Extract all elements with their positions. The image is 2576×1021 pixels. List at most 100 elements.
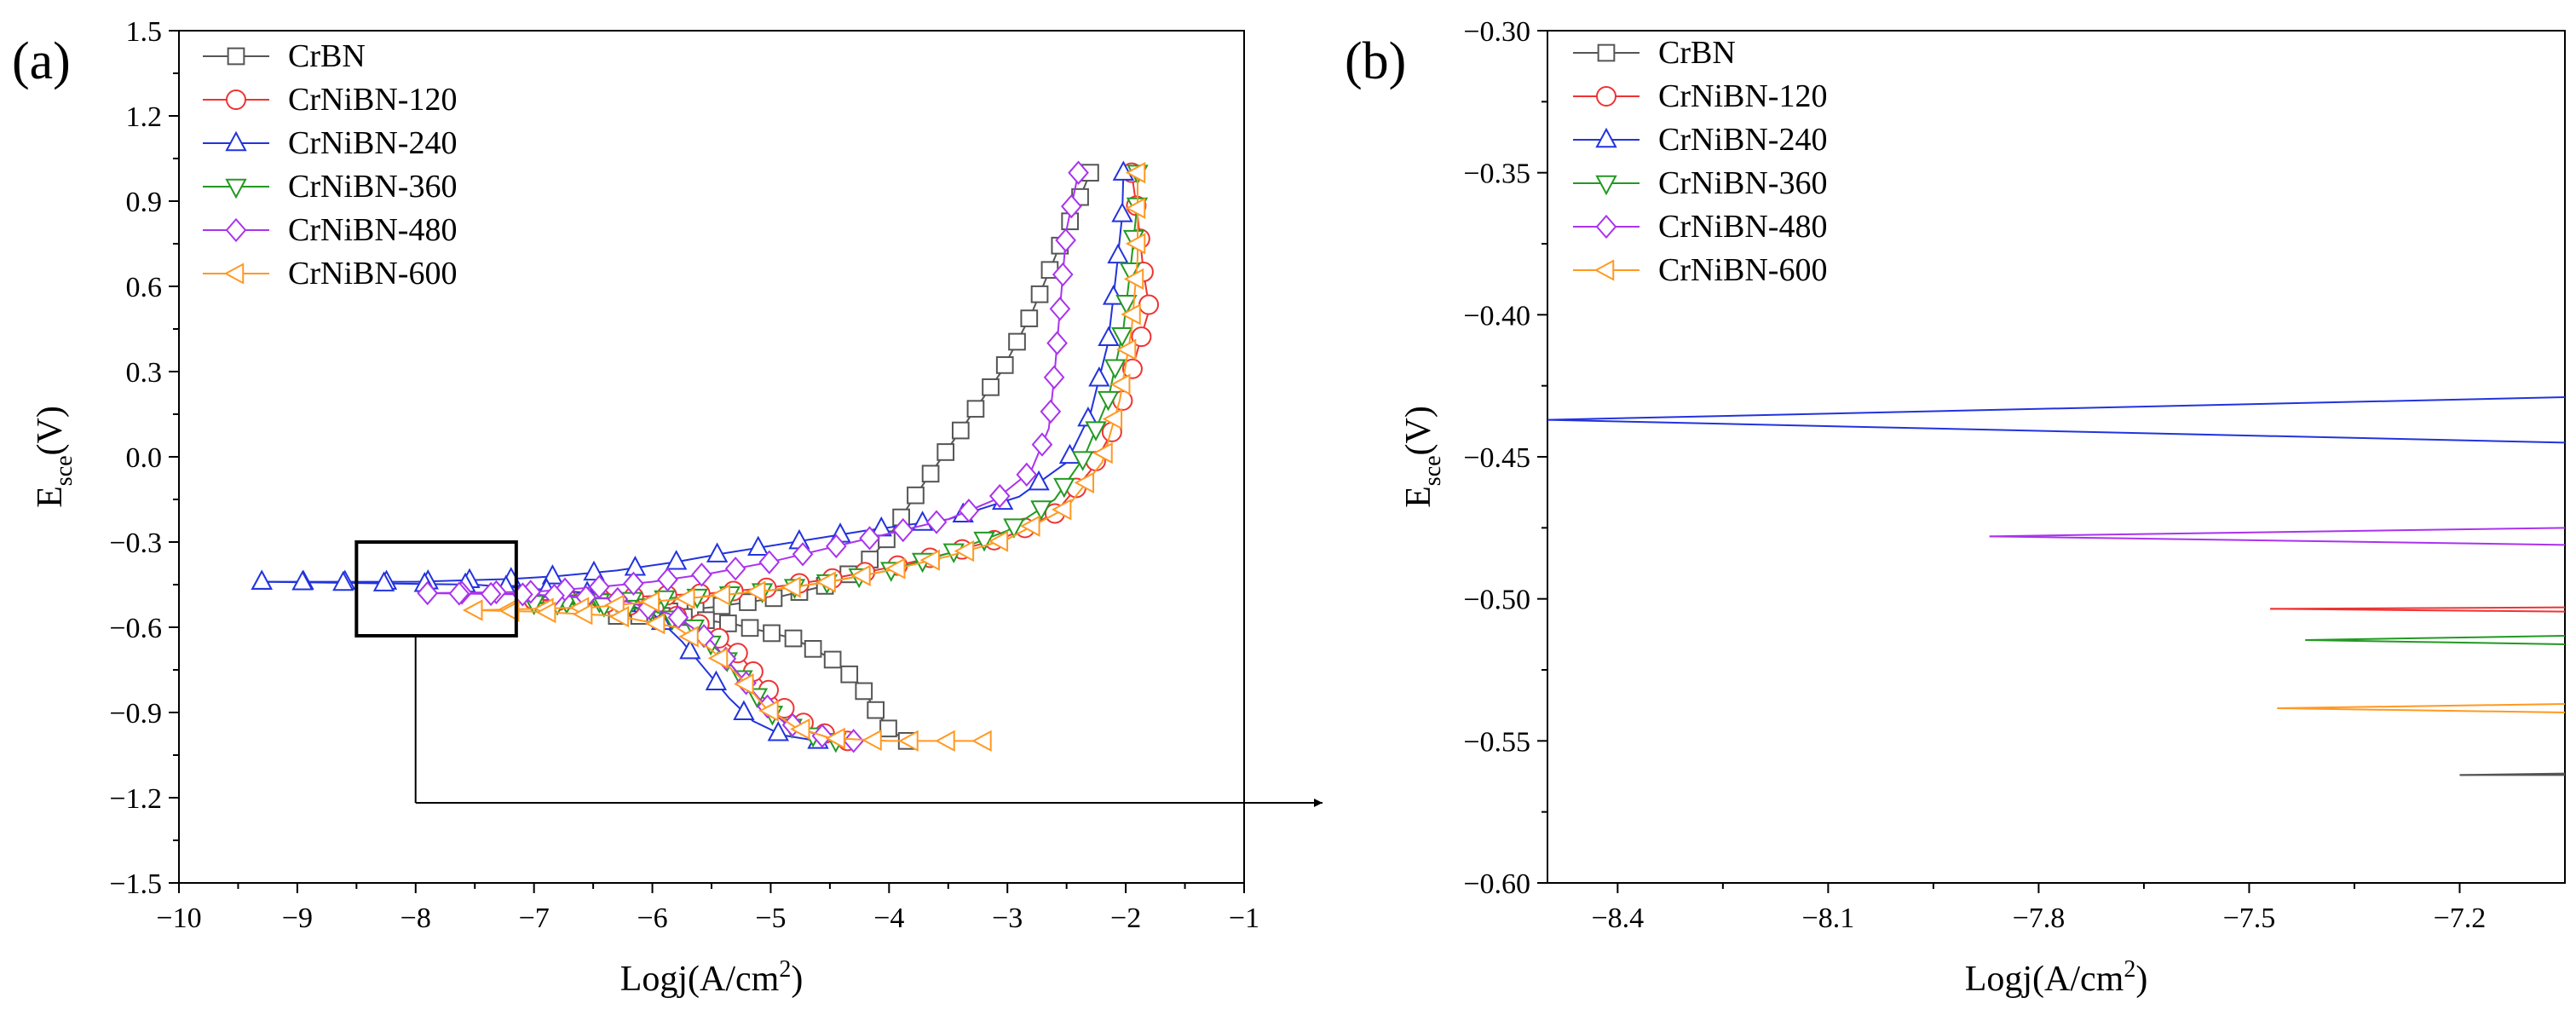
x-tick-label: −7.2 [2434, 903, 2487, 934]
data-point [988, 483, 1011, 509]
data-point [332, 570, 354, 591]
series-crbn [608, 164, 1099, 750]
legend-item: CrBN [203, 38, 366, 74]
data-point [907, 486, 925, 505]
data-point [1008, 332, 1026, 351]
y-axis-label: Esce(V) [1399, 406, 1446, 508]
legend-item: CrNiBN-360 [203, 169, 457, 205]
data-point [1111, 202, 1133, 222]
data-point [588, 574, 610, 599]
data-point [958, 499, 980, 523]
data-point [790, 718, 810, 741]
y-tick-label: −0.60 [1463, 868, 1530, 900]
series-line-cathodic [616, 614, 908, 742]
data-point [1052, 262, 1074, 287]
y-tick-label: 0.0 [126, 442, 163, 474]
zoom-region-box [354, 540, 518, 637]
data-point [1074, 471, 1095, 494]
data-point [733, 700, 755, 720]
data-point [892, 517, 914, 543]
legend-marker-square [227, 47, 245, 66]
x-axis-label-text: Logj(A/cm [1965, 960, 2124, 999]
plot-frame [1547, 30, 2566, 884]
data-point [919, 549, 940, 571]
data-point [843, 729, 864, 753]
y-tick-label: 1.2 [126, 101, 163, 133]
x-tick-label: −7.8 [2013, 903, 2066, 934]
data-point [1051, 499, 1072, 521]
data-point [480, 581, 502, 607]
legend-label: CrBN [1658, 35, 1736, 71]
data-point [734, 673, 754, 695]
data-point [608, 605, 630, 628]
data-point [291, 570, 314, 591]
legend-item: CrNiBN-360 [1573, 165, 1827, 201]
data-point [815, 571, 836, 593]
data-point [745, 580, 766, 603]
data-point [1110, 373, 1131, 395]
series-crnibn-480 [1989, 527, 2566, 546]
y-tick-label: −0.35 [1463, 159, 1530, 190]
y-axis-label-text: E [1399, 486, 1438, 508]
panel-label: (a) [12, 32, 71, 90]
data-point [1112, 160, 1135, 181]
series-crnibn-360 [2305, 635, 2566, 645]
series-line-anodic [2277, 703, 2566, 709]
data-point [679, 638, 701, 660]
data-point [1098, 326, 1120, 347]
y-tick-label: 1.5 [126, 16, 163, 48]
data-point [678, 626, 699, 648]
plot-area [1547, 396, 2566, 776]
series-crnibn-480 [417, 160, 1089, 753]
legend: CrBN CrNiBN-120 CrNiBN-240 CrNiBN-360 CrNiBN… [203, 38, 457, 291]
data-point [710, 584, 730, 606]
legend-marker-diamond [225, 217, 247, 243]
data-point [1104, 359, 1127, 379]
legend-marker-triangle-left [223, 262, 245, 285]
series-line-cathodic [1989, 535, 2566, 546]
data-point [966, 400, 985, 418]
x-tick-label: −8.1 [1802, 903, 1855, 934]
data-point [1049, 297, 1071, 321]
data-point [1119, 262, 1142, 283]
data-point [1071, 451, 1094, 471]
data-point [535, 601, 556, 624]
data-point [1020, 309, 1039, 327]
data-point [823, 650, 842, 669]
y-axis-ticks: −1.5 −1.2 −0.9 −0.6 −0.3 0.0 0.3 0.6 0.9 1.2 1.5 [109, 16, 179, 900]
data-point [623, 571, 644, 596]
legend-marker-square [1597, 43, 1616, 62]
x-axis-label: Logj(A/cm2) [1965, 956, 2148, 999]
x-axis-label-superscript: 2 [779, 956, 791, 983]
legend-label: CrBN [288, 38, 366, 74]
y-axis-label-end: (V) [1399, 406, 1438, 455]
data-point [936, 443, 955, 461]
legend-label: CrNiBN-360 [1658, 165, 1827, 201]
legend-marker-triangle-up [1595, 127, 1617, 148]
data-point [935, 730, 955, 753]
data-point [982, 378, 1000, 396]
data-point [372, 571, 395, 591]
data-point [739, 593, 757, 611]
x-axis-ticks: −10 −9 −8 −7 −6 −5 −4 −3 −2 −1 [156, 883, 1259, 934]
panel-label: (b) [1345, 32, 1406, 90]
legend-marker-triangle-down [1595, 175, 1617, 196]
data-point [1085, 421, 1107, 441]
data-point [724, 557, 746, 581]
panel-a-chart: −10 −9 −8 −7 −6 −5 −4 −3 −2 −1 −1.5 −1.2 −0.9 −0.6 −0.… [12, 16, 1259, 999]
legend-label: CrNiBN-120 [288, 82, 457, 118]
data-point [784, 629, 803, 648]
legend-label: CrNiBN-240 [1658, 122, 1827, 158]
data-point [763, 624, 781, 643]
x-axis-label-end: ) [791, 960, 803, 999]
data-point [758, 550, 781, 574]
data-point [825, 727, 845, 750]
data-point [855, 682, 873, 701]
data-point [639, 591, 660, 613]
data-point [1107, 243, 1129, 264]
data-point [885, 557, 906, 580]
series-line-anodic [427, 172, 1080, 594]
panel-b-chart: −8.4 −8.1 −7.8 −7.5 −7.2 −0.60 −0.55 −0.50 −0.45… [1345, 16, 2566, 999]
y-tick-label: −0.50 [1463, 585, 1530, 616]
y-tick-label: −0.6 [109, 613, 162, 644]
